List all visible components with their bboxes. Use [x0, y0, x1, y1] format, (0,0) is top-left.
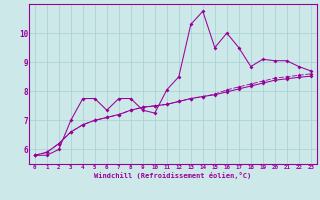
- X-axis label: Windchill (Refroidissement éolien,°C): Windchill (Refroidissement éolien,°C): [94, 172, 252, 179]
